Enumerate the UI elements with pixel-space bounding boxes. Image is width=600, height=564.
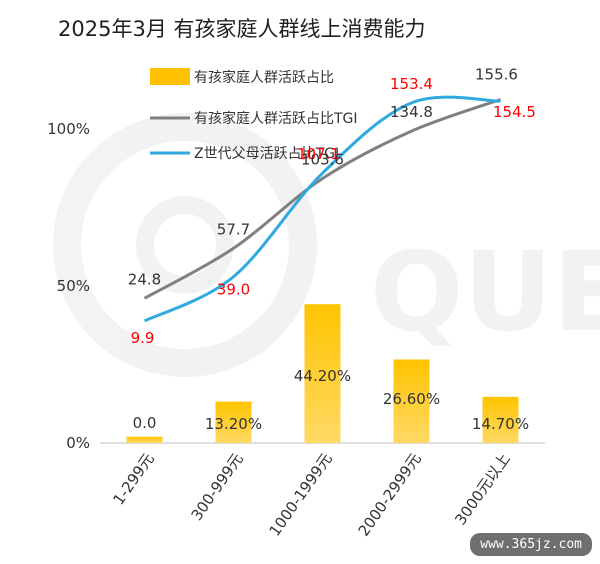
legend-bar-label: 有孩家庭人群活跃占比 (194, 69, 334, 86)
bar-label: 44.20% (294, 367, 351, 385)
logo-watermark: QUES (53, 113, 600, 377)
legend-blue-label: Z世代父母活跃占比TGI (194, 146, 339, 162)
logo-text: QUES (370, 228, 600, 356)
bar-label: 26.60% (383, 390, 440, 408)
blue-tgi-label: 9.9 (131, 329, 155, 347)
legend: 有孩家庭人群活跃占比 有孩家庭人群活跃占比TGI Z世代父母活跃占比TGI (150, 68, 358, 162)
y-axis: 100% 50% 0% (47, 120, 90, 452)
gray-tgi-label: 134.8 (390, 103, 433, 121)
tgi-line-gray (143, 98, 502, 300)
y-tick-label: 50% (57, 277, 90, 295)
x-tick-label: 2000-2999元 (355, 450, 425, 540)
bar-1 (126, 436, 163, 443)
x-tick-label: 1-299元 (109, 450, 157, 508)
bar-label: 13.20% (205, 415, 262, 433)
gray-tgi-label: 57.7 (217, 220, 250, 238)
site-watermark: www.365jz.com (470, 533, 592, 556)
bar-3 (304, 304, 341, 443)
blue-tgi-label: 154.5 (493, 103, 536, 121)
bar-2 (215, 401, 252, 443)
blue-tgi-label: 107.1 (297, 145, 340, 163)
gray-tgi-label: 103.6 (301, 151, 344, 169)
bar-label: 0.0 (133, 414, 157, 432)
logo-dot-icon (136, 196, 234, 294)
bar-4 (393, 359, 430, 443)
y-tick-label: 100% (47, 120, 90, 138)
gray-tgi-label: 155.6 (475, 65, 518, 83)
chart-title: 2025年3月 有孩家庭人群线上消费能力 (58, 17, 425, 41)
bar-label: 14.70% (472, 415, 529, 433)
bar-5 (482, 396, 519, 443)
legend-gray-label: 有孩家庭人群活跃占比TGI (194, 110, 358, 127)
y-tick-label: 0% (66, 434, 90, 452)
gray-tgi-label: 24.8 (128, 270, 161, 288)
tgi-line-blue (143, 95, 501, 323)
x-tick-label: 1000-1999元 (266, 450, 336, 540)
x-tick-label: 300-999元 (187, 450, 246, 524)
legend-bar-swatch (150, 68, 190, 85)
blue-tgi-label: 153.4 (390, 75, 433, 93)
blue-tgi-label: 39.0 (217, 281, 250, 299)
logo-ring-icon (53, 113, 317, 377)
x-tick-label: 3000元以上 (451, 450, 513, 528)
